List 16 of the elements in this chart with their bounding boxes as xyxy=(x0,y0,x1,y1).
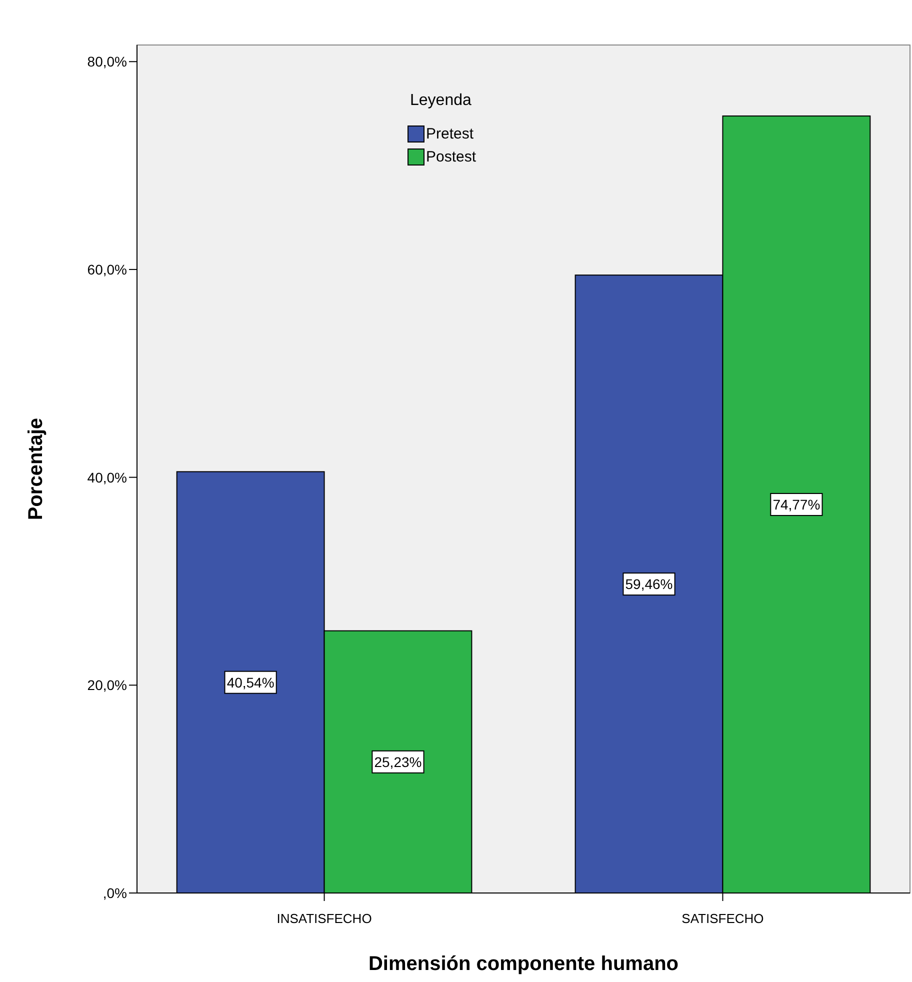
y-tick-label: 40,0% xyxy=(87,469,127,486)
legend-label: Pretest xyxy=(426,126,474,142)
y-tick-label: 60,0% xyxy=(87,261,127,278)
x-axis-title: Dimensión componente humano xyxy=(368,953,679,975)
y-tick-label: 80,0% xyxy=(87,54,127,70)
legend-label: Postest xyxy=(426,148,477,166)
x-tick-label: INSATISFECHO xyxy=(276,911,372,926)
legend-title: Leyenda xyxy=(410,92,472,109)
y-tick-label: ,0% xyxy=(102,885,127,901)
x-tick-label: SATISFECHO xyxy=(682,911,764,926)
data-label: 59,46% xyxy=(625,576,673,592)
data-label: 40,54% xyxy=(226,674,274,690)
y-axis-title: Porcentaje xyxy=(25,418,47,520)
data-label: 74,77% xyxy=(772,496,820,512)
data-label: 25,23% xyxy=(374,754,422,770)
y-tick-label: 20,0% xyxy=(87,677,127,694)
